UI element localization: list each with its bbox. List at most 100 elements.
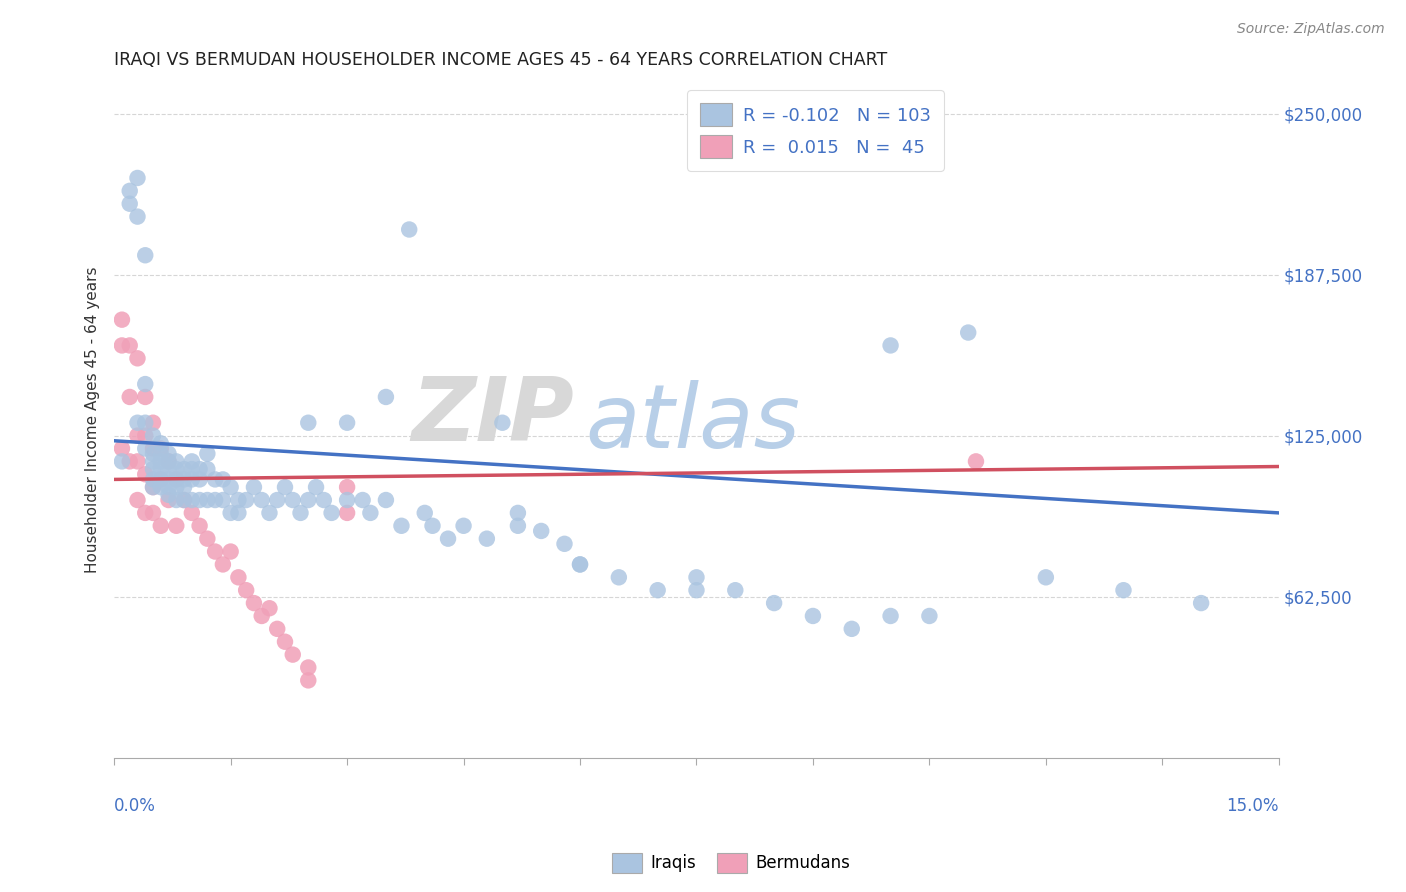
Point — [165, 518, 187, 533]
Point — [118, 454, 141, 468]
Point — [188, 462, 211, 476]
Point — [195, 447, 218, 461]
Text: 15.0%: 15.0% — [1226, 797, 1279, 814]
Point — [127, 171, 149, 186]
Point — [297, 493, 319, 508]
Point — [134, 428, 156, 442]
Point — [180, 493, 202, 508]
Point — [228, 506, 250, 520]
Point — [219, 506, 242, 520]
Point — [127, 416, 149, 430]
Point — [437, 532, 460, 546]
Point — [391, 518, 413, 533]
Point — [127, 454, 149, 468]
Point — [453, 518, 475, 533]
Legend: R = -0.102   N = 103, R =  0.015   N =  45: R = -0.102 N = 103, R = 0.015 N = 45 — [688, 90, 943, 171]
Point — [336, 416, 359, 430]
Point — [506, 518, 529, 533]
Point — [165, 462, 187, 476]
Point — [180, 506, 202, 520]
Point — [219, 480, 242, 494]
Point — [134, 467, 156, 482]
Point — [336, 506, 359, 520]
Point — [134, 442, 156, 456]
Point — [111, 338, 134, 352]
Point — [243, 596, 266, 610]
Point — [724, 583, 747, 598]
Point — [142, 416, 165, 430]
Point — [305, 480, 328, 494]
Point — [685, 570, 707, 584]
Point — [569, 558, 592, 572]
Point — [259, 506, 281, 520]
Point — [157, 447, 180, 461]
Point — [219, 544, 242, 558]
Point — [165, 472, 187, 486]
Point — [413, 506, 436, 520]
Point — [142, 447, 165, 461]
Point — [259, 601, 281, 615]
Point — [118, 338, 141, 352]
Point — [965, 454, 987, 468]
Point — [1189, 596, 1212, 610]
Text: ZIP: ZIP — [412, 373, 574, 459]
Point — [475, 532, 498, 546]
Point — [149, 442, 172, 456]
Point — [274, 634, 297, 648]
Point — [142, 454, 165, 468]
Point — [607, 570, 630, 584]
Point — [879, 338, 901, 352]
Point — [142, 462, 165, 476]
Point — [204, 472, 226, 486]
Point — [336, 493, 359, 508]
Point — [281, 493, 304, 508]
Point — [801, 609, 824, 624]
Point — [212, 493, 235, 508]
Point — [134, 416, 156, 430]
Point — [142, 506, 165, 520]
Point — [250, 609, 273, 624]
Point — [188, 472, 211, 486]
Point — [530, 524, 553, 538]
Point — [290, 506, 312, 520]
Point — [173, 462, 195, 476]
Point — [142, 428, 165, 442]
Point — [188, 518, 211, 533]
Point — [228, 493, 250, 508]
Point — [359, 506, 381, 520]
Point — [195, 532, 218, 546]
Point — [188, 493, 211, 508]
Point — [1035, 570, 1057, 584]
Point — [157, 480, 180, 494]
Point — [157, 454, 180, 468]
Point — [165, 480, 187, 494]
Y-axis label: Householder Income Ages 45 - 64 years: Householder Income Ages 45 - 64 years — [86, 266, 100, 573]
Point — [957, 326, 980, 340]
Point — [149, 480, 172, 494]
Point — [841, 622, 863, 636]
Point — [149, 518, 172, 533]
Point — [374, 493, 396, 508]
Point — [422, 518, 444, 533]
Point — [157, 488, 180, 502]
Point — [297, 416, 319, 430]
Point — [212, 558, 235, 572]
Point — [142, 480, 165, 494]
Point — [142, 472, 165, 486]
Point — [111, 442, 134, 456]
Text: Source: ZipAtlas.com: Source: ZipAtlas.com — [1237, 22, 1385, 37]
Point — [165, 472, 187, 486]
Point — [266, 493, 288, 508]
Point — [235, 493, 257, 508]
Point — [173, 493, 195, 508]
Point — [195, 462, 218, 476]
Point — [134, 248, 156, 262]
Point — [1112, 583, 1135, 598]
Point — [157, 493, 180, 508]
Text: atlas: atlas — [586, 380, 801, 466]
Point — [281, 648, 304, 662]
Point — [204, 493, 226, 508]
Point — [127, 351, 149, 366]
Point — [918, 609, 941, 624]
Point — [134, 377, 156, 392]
